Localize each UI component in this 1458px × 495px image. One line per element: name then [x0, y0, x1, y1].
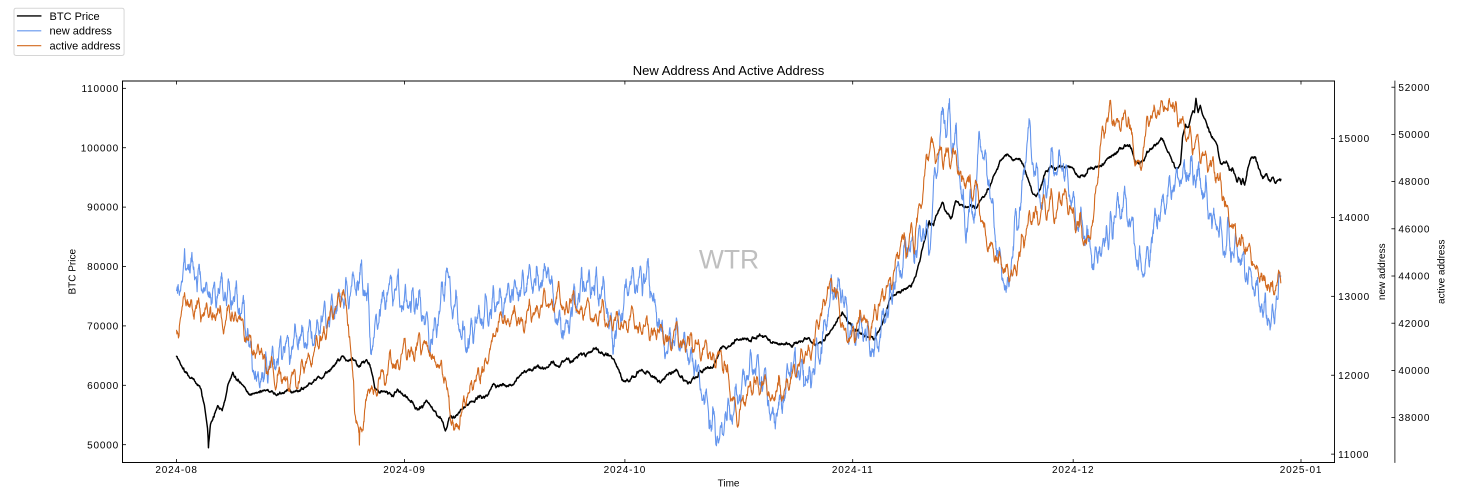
svg-text:110000: 110000 — [81, 84, 119, 95]
svg-text:80000: 80000 — [87, 262, 119, 273]
svg-text:44000: 44000 — [1398, 272, 1430, 283]
svg-text:40000: 40000 — [1398, 366, 1430, 377]
svg-text:46000: 46000 — [1398, 224, 1430, 235]
svg-text:2024-09: 2024-09 — [383, 465, 425, 476]
svg-text:active address: active address — [50, 41, 121, 53]
svg-text:90000: 90000 — [87, 203, 119, 214]
svg-text:BTC Price: BTC Price — [50, 11, 100, 23]
svg-text:Time: Time — [718, 479, 740, 490]
svg-text:38000: 38000 — [1398, 413, 1430, 424]
svg-text:14000: 14000 — [1338, 213, 1370, 224]
svg-text:13000: 13000 — [1338, 292, 1370, 303]
svg-text:new address: new address — [1377, 243, 1388, 300]
svg-text:2024-11: 2024-11 — [832, 465, 874, 476]
svg-text:2024-08: 2024-08 — [155, 465, 197, 476]
svg-text:52000: 52000 — [1398, 83, 1430, 94]
svg-text:11000: 11000 — [1338, 450, 1369, 461]
svg-text:50000: 50000 — [1398, 130, 1430, 141]
svg-text:2024-12: 2024-12 — [1052, 465, 1094, 476]
svg-text:2025-01: 2025-01 — [1280, 465, 1322, 476]
svg-text:60000: 60000 — [87, 381, 119, 392]
svg-text:70000: 70000 — [87, 322, 119, 333]
svg-text:WTR: WTR — [699, 245, 759, 275]
svg-text:active address: active address — [1436, 240, 1447, 304]
svg-text:New Address And Active Address: New Address And Active Address — [633, 63, 825, 78]
svg-text:50000: 50000 — [87, 440, 119, 451]
svg-text:new address: new address — [50, 26, 113, 38]
svg-text:48000: 48000 — [1398, 177, 1430, 188]
svg-text:12000: 12000 — [1338, 371, 1370, 382]
svg-text:BTC Price: BTC Price — [68, 249, 79, 295]
svg-text:42000: 42000 — [1398, 319, 1430, 330]
svg-text:15000: 15000 — [1338, 134, 1370, 145]
svg-text:2024-10: 2024-10 — [604, 465, 646, 476]
svg-text:100000: 100000 — [81, 143, 119, 154]
